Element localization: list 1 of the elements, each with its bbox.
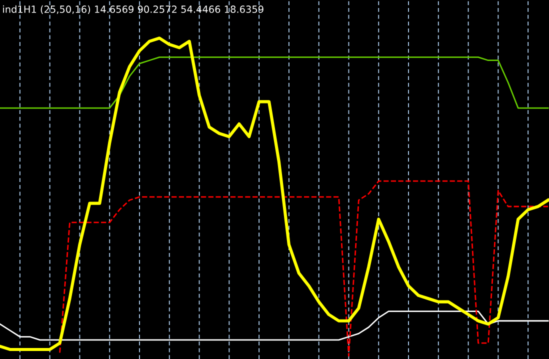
chart-title: ind1H1 (25,50,16) 14.6569 90.2572 54.4466 18.6359	[3, 5, 264, 14]
